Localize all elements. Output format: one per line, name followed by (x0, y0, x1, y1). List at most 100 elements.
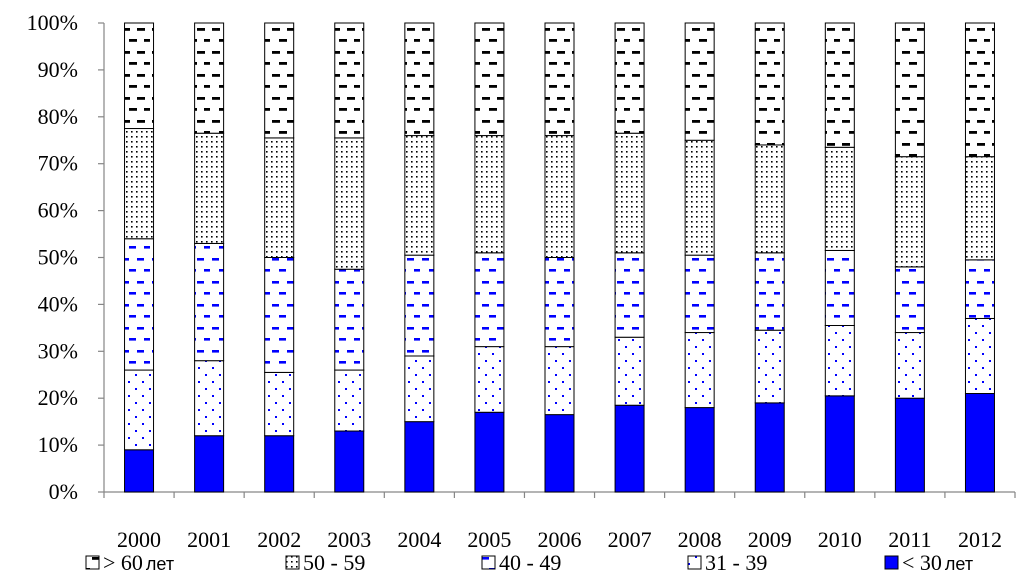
bar-segment (824, 146, 855, 251)
bar-segment (124, 369, 155, 451)
bar-segment (194, 132, 225, 244)
bar-segment (754, 22, 785, 146)
x-tick-label: 2008 (678, 527, 722, 552)
y-tick-label: 100% (27, 10, 78, 35)
y-tick-label: 90% (38, 57, 78, 82)
bar-segment (964, 22, 995, 158)
bar-segment (824, 22, 855, 148)
x-tick-label: 2007 (608, 527, 652, 552)
bar-segment (684, 139, 715, 256)
x-tick-label: 2012 (958, 527, 1002, 552)
y-tick-label: 80% (38, 104, 78, 129)
bar-segment (754, 144, 785, 254)
legend-label: 40 - 49 (499, 550, 561, 575)
y-tick-label: 50% (38, 245, 78, 270)
bar-segment (474, 411, 505, 493)
x-tick-label: 2002 (257, 527, 301, 552)
x-tick-label: 2001 (187, 527, 231, 552)
bar-segment (194, 242, 225, 362)
x-tick-label: 2009 (748, 527, 792, 552)
bar-segment (824, 325, 855, 397)
bar-segment (264, 371, 295, 437)
legend-item: 50 - 59 (285, 550, 365, 575)
x-tick-label: 2005 (467, 527, 511, 552)
bar-segment (614, 22, 645, 134)
x-tick-label: 2006 (538, 527, 582, 552)
y-tick-label: 40% (38, 291, 78, 316)
legend-label: 50 - 59 (303, 550, 365, 575)
y-tick-label: 10% (38, 432, 78, 457)
bar-segment (754, 402, 785, 493)
bar-segment (474, 22, 505, 137)
bar-segment (684, 407, 715, 493)
bar-segment (264, 435, 295, 493)
x-axis-labels: 2000 2001 2002 2003 2004 2005 2006 2007 2008 2009… (117, 527, 1002, 552)
bar-segment (404, 254, 435, 357)
y-tick-label: 30% (38, 338, 78, 363)
bar-segment (264, 22, 295, 139)
bar-segment (404, 421, 435, 493)
bar-segment (964, 317, 995, 395)
bar-segment (614, 132, 645, 254)
bar-segment (894, 266, 925, 334)
legend-swatch (687, 555, 702, 570)
bar-segment (824, 249, 855, 327)
bar-segment (894, 156, 925, 268)
legend-item: 31 - 39 (687, 550, 767, 575)
bar-segment (194, 435, 225, 493)
bar-segment (964, 393, 995, 493)
bar-segment (334, 22, 365, 139)
bar-segment (124, 22, 155, 130)
x-tick-label: 2003 (327, 527, 371, 552)
legend-swatch (481, 555, 496, 570)
bar-segment (614, 404, 645, 493)
legend-swatch (884, 555, 899, 570)
bar-segment (264, 257, 295, 373)
bar-segment (544, 257, 575, 348)
bar-segment (474, 252, 505, 348)
legend-swatch (85, 555, 100, 570)
y-tick-label: 70% (38, 151, 78, 176)
x-tick-label: 2000 (117, 527, 161, 552)
bar-segment (894, 22, 925, 158)
legend: > 60 лет 50 - 59 40 - 49 31 - 39 < 30 лет (85, 550, 973, 575)
bar-segment (194, 360, 225, 437)
y-tick-label: 0% (49, 479, 78, 504)
bar-segment (264, 137, 295, 258)
bar-segment (404, 355, 435, 423)
bar-segment (544, 346, 575, 416)
bar-segment (334, 137, 365, 270)
bar-segment (474, 346, 505, 413)
y-tick-label: 20% (38, 385, 78, 410)
bar-segment (614, 336, 645, 406)
bar-segment (334, 369, 365, 432)
legend-label: < 30 лет (902, 550, 973, 575)
bar-segment (964, 259, 995, 319)
x-tick-label: 2011 (888, 527, 931, 552)
bar-segment (334, 268, 365, 371)
bar-segment (544, 414, 575, 493)
bar-segment (474, 135, 505, 254)
bar-segment (404, 135, 435, 256)
bar-segment (684, 254, 715, 334)
bar-segment (964, 156, 995, 261)
bar-segment (894, 332, 925, 399)
bar-segment (824, 395, 855, 493)
legend-item: < 30 лет (884, 550, 973, 575)
x-tick-label: 2010 (818, 527, 862, 552)
bar-segment (124, 238, 155, 371)
bar-segment (334, 430, 365, 493)
x-tick-label: 2004 (397, 527, 441, 552)
legend-item: > 60 лет (85, 550, 174, 575)
bar-segment (194, 22, 225, 134)
bar-segment (754, 252, 785, 331)
y-tick-label: 60% (38, 198, 78, 223)
bar-segment (684, 332, 715, 409)
bar-segment (544, 22, 575, 137)
bar-segment (124, 449, 155, 493)
legend-label: > 60 лет (103, 550, 174, 575)
bar-segment (754, 329, 785, 404)
bar-stacks (124, 22, 995, 493)
bar-segment (544, 135, 575, 258)
